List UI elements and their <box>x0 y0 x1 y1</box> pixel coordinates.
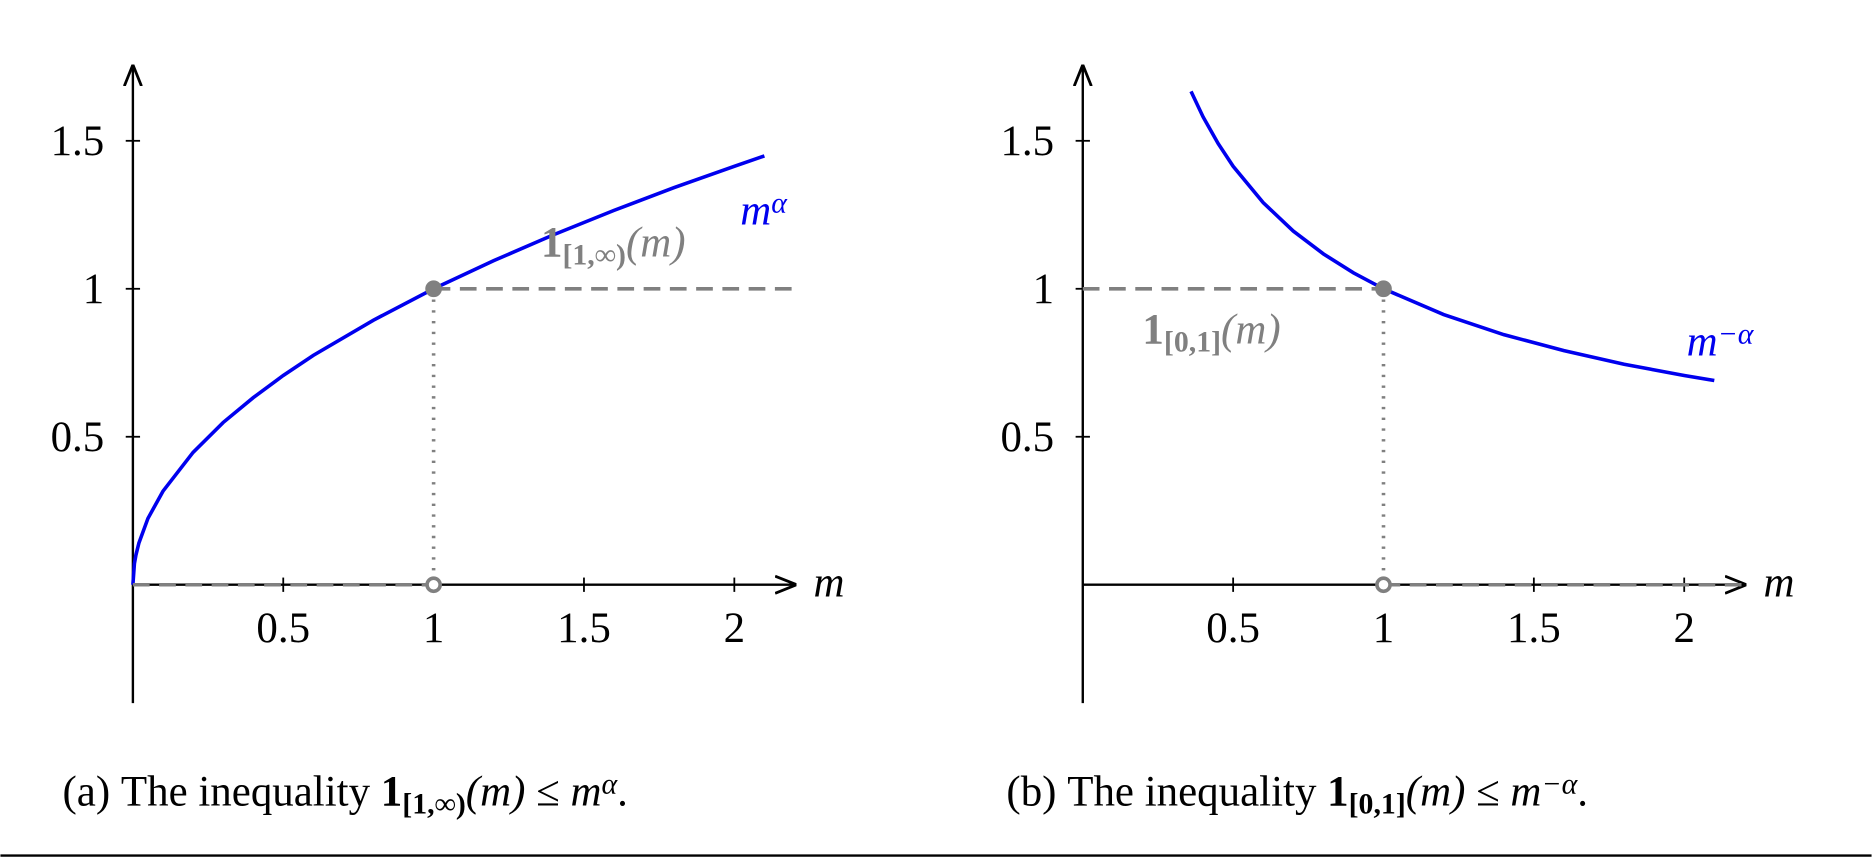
text-part: −α <box>1718 318 1755 351</box>
x-axis-label: m <box>1763 560 1794 607</box>
y-tick-label: 1.5 <box>51 118 105 165</box>
space <box>1056 768 1067 815</box>
text-part: 1 <box>1327 768 1348 815</box>
text-part: [1,∞) <box>562 238 626 271</box>
text-part: The inequality <box>1067 768 1317 815</box>
text-part: (m) <box>626 220 686 267</box>
y-tick-label: 0.5 <box>51 414 105 461</box>
y-tick-label: 0.5 <box>1000 414 1054 461</box>
x-axis-label: m <box>814 560 845 607</box>
y-tick-label: 1 <box>1033 266 1054 313</box>
text-part: [0,1] <box>1164 325 1221 358</box>
x-tick-label: 2 <box>1673 605 1694 652</box>
space <box>560 768 571 815</box>
text-part: The inequality <box>121 768 371 815</box>
text-part: (m) <box>1406 768 1466 815</box>
indicator-label: 1[1,∞)(m) <box>541 220 686 271</box>
curve <box>131 154 765 585</box>
curve-label: m−α <box>1687 318 1755 366</box>
indicator-line <box>132 286 795 587</box>
indicator-line <box>1082 286 1745 587</box>
text-part: (b) <box>1006 768 1056 815</box>
text-part: (a) <box>62 768 110 815</box>
point-marker <box>425 576 442 594</box>
space <box>110 768 121 815</box>
indicator-label: 1[0,1](m) <box>1142 307 1280 358</box>
x-tick-label: 0.5 <box>1206 605 1260 652</box>
curve <box>1189 90 1715 383</box>
point-marker <box>425 280 442 298</box>
text-part: 1 <box>1142 307 1163 354</box>
x-tick-label: 1.5 <box>1507 605 1561 652</box>
text-part: . <box>617 768 628 815</box>
text-part: ≤ <box>536 768 560 815</box>
text-part: m <box>1687 319 1718 366</box>
text-part: [1,∞) <box>402 787 466 820</box>
text-part: α <box>601 767 618 800</box>
space <box>525 768 536 815</box>
y-tick-label: 1.5 <box>1000 118 1054 165</box>
caption: (b) The inequality 1[0,1](m) ≤ m−α. <box>1006 767 1588 820</box>
x-tick-label: 0.5 <box>256 605 310 652</box>
x-tick-label: 2 <box>724 605 745 652</box>
space <box>370 768 381 815</box>
text-part: m <box>1510 768 1541 815</box>
point-marker <box>1375 576 1392 594</box>
text-part: −α <box>1541 767 1578 800</box>
x-tick-label: 1 <box>423 605 444 652</box>
caption: (a) The inequality 1[1,∞)(m) ≤ mα. <box>62 767 627 820</box>
text-part: 1 <box>541 220 562 267</box>
text-part: . <box>1577 768 1588 815</box>
space <box>1465 768 1476 815</box>
text-part: α <box>771 186 788 219</box>
text-part: ≤ <box>1476 768 1500 815</box>
space <box>1500 768 1511 815</box>
text-part: [0,1] <box>1349 787 1406 820</box>
space <box>1316 768 1327 815</box>
text-part: 1 <box>381 768 402 815</box>
x-tick-label: 1.5 <box>557 605 611 652</box>
point-marker <box>1375 280 1392 298</box>
y-tick-label: 1 <box>83 266 104 313</box>
text-part: (m) <box>1221 307 1281 354</box>
x-tick-label: 1 <box>1373 605 1394 652</box>
text-part: m <box>740 187 771 234</box>
curve-label: mα <box>740 186 788 234</box>
text-part: (m) <box>466 768 526 815</box>
text-part: m <box>570 768 601 815</box>
